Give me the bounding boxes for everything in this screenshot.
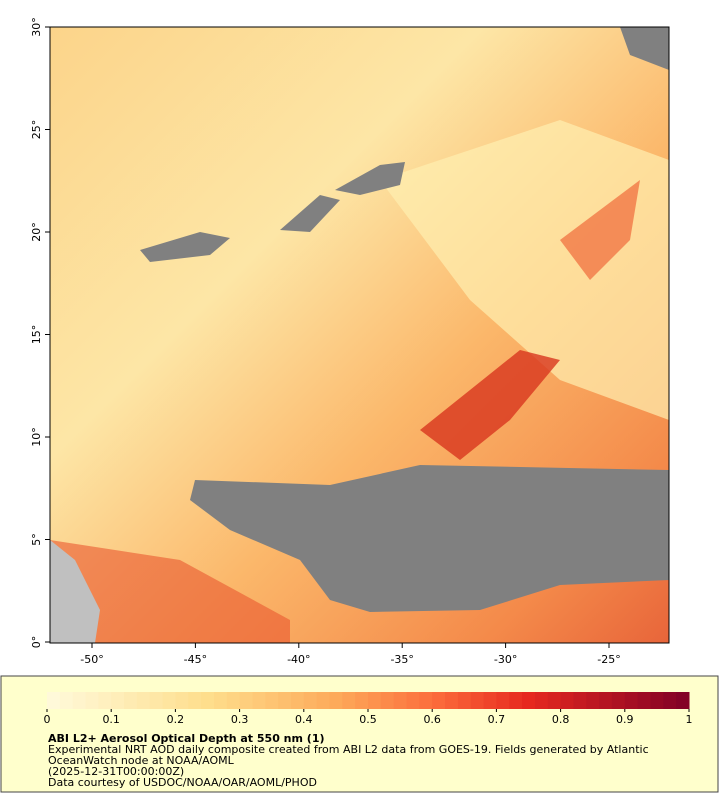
colorbar-swatch — [72, 692, 87, 709]
colorbar-swatch — [226, 692, 241, 709]
colorbar-swatch — [368, 692, 382, 709]
colorbar-swatch — [355, 692, 369, 709]
colorbar-swatch — [676, 692, 690, 709]
colorbar-swatch — [329, 692, 343, 709]
cloud-mask — [190, 465, 669, 612]
colorbar-swatch — [586, 692, 600, 709]
colorbar-swatch — [432, 692, 446, 709]
aod-field — [380, 120, 669, 420]
colorbar-swatch — [573, 692, 587, 709]
colorbar-swatch — [393, 692, 408, 709]
y-tick-label: 20° — [30, 222, 43, 242]
colorbar-swatch — [188, 692, 202, 709]
y-tick-label: 5° — [30, 533, 43, 546]
colorbar-swatch — [457, 692, 472, 709]
colorbar-swatch — [136, 692, 151, 709]
colorbar-swatch — [534, 692, 549, 709]
colorbar-tick-label: 0.6 — [423, 713, 441, 726]
colorbar-swatch — [624, 692, 639, 709]
y-tick-label: 30° — [30, 17, 43, 37]
x-tick-label: -30° — [494, 653, 517, 666]
colorbar-swatch — [470, 692, 485, 709]
colorbar-swatch — [380, 692, 395, 709]
colorbar-swatch — [509, 692, 523, 709]
colorbar-swatch — [650, 692, 664, 709]
colorbar-swatch — [611, 692, 626, 709]
colorbar-swatch — [419, 692, 433, 709]
colorbar-swatch — [316, 692, 330, 709]
colorbar-tick-label: 0.1 — [102, 713, 120, 726]
colorbar-swatch — [201, 692, 215, 709]
colorbar-swatch — [547, 692, 562, 709]
colorbar-swatch — [637, 692, 651, 709]
colorbar-swatch — [59, 692, 74, 709]
colorbar: 0 0.1 0.2 0.3 0.4 0.5 0.6 0.7 0.8 0.9 1 — [44, 692, 693, 726]
colorbar-tick-label: 1 — [686, 713, 693, 726]
aod-high — [560, 180, 640, 280]
colorbar-swatch — [98, 692, 112, 709]
colorbar-swatch — [47, 692, 61, 709]
colorbar-swatch — [522, 692, 536, 709]
cloud-mask — [140, 232, 230, 262]
colorbar-tick-label: 0.4 — [295, 713, 313, 726]
colorbar-tick-label: 0.5 — [359, 713, 377, 726]
colorbar-swatch — [663, 692, 677, 709]
x-tick-label: -35° — [390, 653, 413, 666]
colorbar-swatch — [445, 692, 459, 709]
land — [50, 540, 100, 643]
cloud-mask — [280, 195, 340, 232]
colorbar-swatch — [85, 692, 99, 709]
colorbar-swatch — [278, 692, 292, 709]
colorbar-swatch — [290, 692, 305, 709]
colorbar-swatch — [599, 692, 613, 709]
colorbar-swatch — [406, 692, 420, 709]
colorbar-swatch — [483, 692, 497, 709]
colorbar-swatch — [162, 692, 176, 709]
colorbar-swatch — [239, 692, 253, 709]
colorbar-tick-label: 0.9 — [616, 713, 634, 726]
x-tick-label: -45° — [184, 653, 207, 666]
y-tick-label: 25° — [30, 120, 43, 140]
legend-title: ABI L2+ Aerosol Optical Depth at 550 nm … — [48, 732, 325, 745]
colorbar-tick-label: 0.3 — [231, 713, 249, 726]
colorbar-swatch — [560, 692, 574, 709]
y-tick-label: 15° — [30, 325, 43, 345]
y-tick-label: 10° — [30, 427, 43, 447]
legend-line: Experimental NRT AOD daily composite cre… — [48, 743, 649, 756]
y-tick-label: 0° — [30, 636, 43, 649]
colorbar-swatch — [303, 692, 318, 709]
colorbar-tick-label: 0 — [44, 713, 51, 726]
legend-line: (2025-12-31T00:00:00Z) — [48, 765, 184, 778]
colorbar-swatch — [175, 692, 189, 709]
colorbar-swatch — [124, 692, 138, 709]
aod-high — [420, 350, 560, 460]
colorbar-tick-label: 0.2 — [167, 713, 185, 726]
legend-line: Data courtesy of USDOC/NOAA/OAR/AOML/PHO… — [48, 776, 317, 789]
colorbar-swatch — [265, 692, 279, 709]
cloud-mask — [620, 27, 669, 70]
colorbar-swatch — [149, 692, 164, 709]
x-tick-label: -40° — [287, 653, 310, 666]
x-tick-label: -50° — [80, 653, 103, 666]
colorbar-tick-label: 0.8 — [552, 713, 570, 726]
map-image — [50, 27, 669, 643]
x-tick-label: -25° — [597, 653, 620, 666]
colorbar-swatch — [111, 692, 125, 709]
colorbar-tick-label: 0.7 — [488, 713, 506, 726]
colorbar-swatch — [213, 692, 228, 709]
colorbar-swatch — [252, 692, 266, 709]
colorbar-swatch — [496, 692, 510, 709]
colorbar-swatch — [342, 692, 356, 709]
cloud-mask — [335, 162, 405, 195]
legend-line: OceanWatch node at NOAA/AOML — [48, 754, 235, 767]
aod-high — [50, 540, 290, 643]
